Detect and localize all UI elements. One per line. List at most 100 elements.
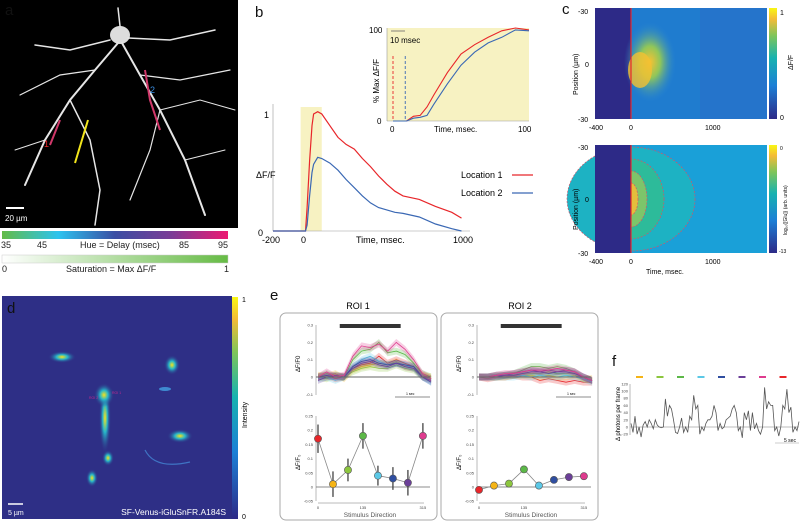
y-axis-label: Position (µm) <box>573 54 580 95</box>
panel-label-b: b <box>255 4 263 21</box>
colorbar-min: 0 <box>242 514 246 521</box>
x-tick: 0 <box>629 125 633 132</box>
data-point-315 <box>418 431 427 440</box>
y-tick: 60 <box>624 403 629 408</box>
sat-tick: 1 <box>224 264 229 274</box>
y-tick: 0.1 <box>468 357 474 362</box>
data-point-90 <box>344 466 352 474</box>
panel-label-c: c <box>562 1 570 18</box>
series-location-1 <box>393 27 530 122</box>
x-tick: 0 <box>478 505 481 510</box>
x-tick: 135 <box>521 505 528 510</box>
y-tick: 0.05 <box>466 470 475 475</box>
intensity-colorbar <box>232 297 238 519</box>
y-tick: 0.3 <box>307 323 313 328</box>
panel-label-d: d <box>7 300 15 317</box>
y-tick: -30 <box>578 251 588 258</box>
y-tick: 0 <box>472 485 475 490</box>
y-axis-label: ΔF/F <box>256 170 276 180</box>
y-tick: -0.1 <box>467 392 475 397</box>
x-tick: 0 <box>390 125 395 134</box>
x-tick: -200 <box>262 235 280 245</box>
hue-tick: 95 <box>218 240 228 250</box>
roi2-box <box>440 312 599 521</box>
y-tick: -20 <box>622 432 629 437</box>
y-tick: 0.3 <box>468 323 474 328</box>
sat-tick: 0 <box>2 264 7 274</box>
y-tick: 0 <box>585 197 589 204</box>
y-tick: 1 <box>264 110 269 120</box>
x-axis-label: Stimulus Direction <box>505 512 558 519</box>
marker-2: 2 <box>150 85 155 95</box>
y-tick: 0 <box>626 425 629 430</box>
x-tick: 1000 <box>705 259 721 266</box>
sat-title: Saturation = Max ΔF/F <box>66 264 157 274</box>
data-point-180 <box>374 471 382 480</box>
colorbar-title: ΔF/F <box>788 55 795 70</box>
panel-label-f: f <box>612 353 617 370</box>
series-location-2 <box>273 156 462 232</box>
data-point-180 <box>535 481 543 490</box>
panel-c: c 1 0 ΔF/F -30 0 -30 Position (µm) -400 … <box>562 1 795 276</box>
data-point-0 <box>475 485 483 494</box>
panel-b: b 0 1 ΔF/F -200 0 Time, msec. 100 0 Locat… <box>255 4 533 245</box>
panel-a: 1 2 a 20 µm 35 45 Hue = Delay (msec) 85 … <box>0 0 238 274</box>
y-tick: 80 <box>624 396 629 401</box>
hue-title: Hue = Delay (msec) <box>80 240 160 250</box>
x-tick: 315 <box>581 505 588 510</box>
trace-direction-315 <box>479 367 593 381</box>
x-axis-label: Time, msec. <box>356 235 405 245</box>
data-point-45 <box>329 480 337 489</box>
x-tick: -400 <box>589 125 603 132</box>
data-point-90 <box>505 479 513 488</box>
data-point-270 <box>404 478 412 487</box>
data-point-135 <box>359 431 367 440</box>
hue-colorbar <box>2 231 228 239</box>
marker-1: 1 <box>44 139 49 149</box>
y-tick: 0.1 <box>307 456 313 461</box>
y-tick: 0 <box>311 485 314 490</box>
y-tick: 120 <box>621 381 628 386</box>
panel-e: e ROI 1 ROI 2 0.3 0.2 0.1 0 -0.1 ΔF/F0 1 sec 0… <box>270 287 599 521</box>
y-tick: -30 <box>578 145 588 152</box>
y-tick: 0.2 <box>307 428 313 433</box>
y-axis-label: ΔF/F₀ <box>296 454 302 470</box>
y-tick: -0.1 <box>306 392 314 397</box>
x-axis-label: Stimulus Direction <box>344 512 397 519</box>
roi-label: ROI 1 <box>112 391 121 395</box>
roi-label: ROI 2 <box>89 396 98 400</box>
image-features <box>48 351 193 487</box>
y-tick: 0 <box>377 117 382 126</box>
panel-d: ROI 1 ROI 2 d 5 µm SF-Venus-iGluSnFR.A18… <box>2 296 249 521</box>
colorbar-model <box>769 145 777 253</box>
y-axis-label: Position (µm) <box>573 189 580 230</box>
glutamate-sensor-image <box>2 296 232 519</box>
x-tick: 0 <box>317 505 320 510</box>
scale-bar-label: 5 µm <box>8 510 24 517</box>
colorbar-title: Intensity <box>242 401 249 428</box>
y-tick: 0.25 <box>466 414 475 419</box>
x-tick: 0 <box>301 235 306 245</box>
inset-scale-label: 10 msec <box>390 36 420 45</box>
legend-label: Location 2 <box>461 188 503 198</box>
tuning-curve <box>317 434 424 485</box>
x-tick: 135 <box>360 505 367 510</box>
inset-x-label: Time, msec. <box>434 125 477 134</box>
colorbar-max: 1 <box>242 297 246 304</box>
stimulus-shade <box>300 107 322 231</box>
data-point-0 <box>314 434 322 443</box>
y-tick: 0.2 <box>307 340 313 345</box>
roi2-title: ROI 2 <box>508 301 532 311</box>
x-axis-label: Time, msec. <box>646 269 684 276</box>
x-tick: 100 <box>518 125 532 134</box>
y-tick: 0 <box>585 62 589 69</box>
y-tick: 0.05 <box>305 470 314 475</box>
dendrite-image <box>14 7 236 226</box>
panel-label-e: e <box>270 287 278 304</box>
y-axis-label: ΔF/F0 <box>457 355 463 372</box>
y-axis-label: ΔF/F0 <box>296 355 302 372</box>
trace-band <box>318 356 432 386</box>
y-tick: 0.1 <box>468 456 474 461</box>
y-tick: 0 <box>311 375 314 380</box>
y-tick: 0.15 <box>305 442 314 447</box>
